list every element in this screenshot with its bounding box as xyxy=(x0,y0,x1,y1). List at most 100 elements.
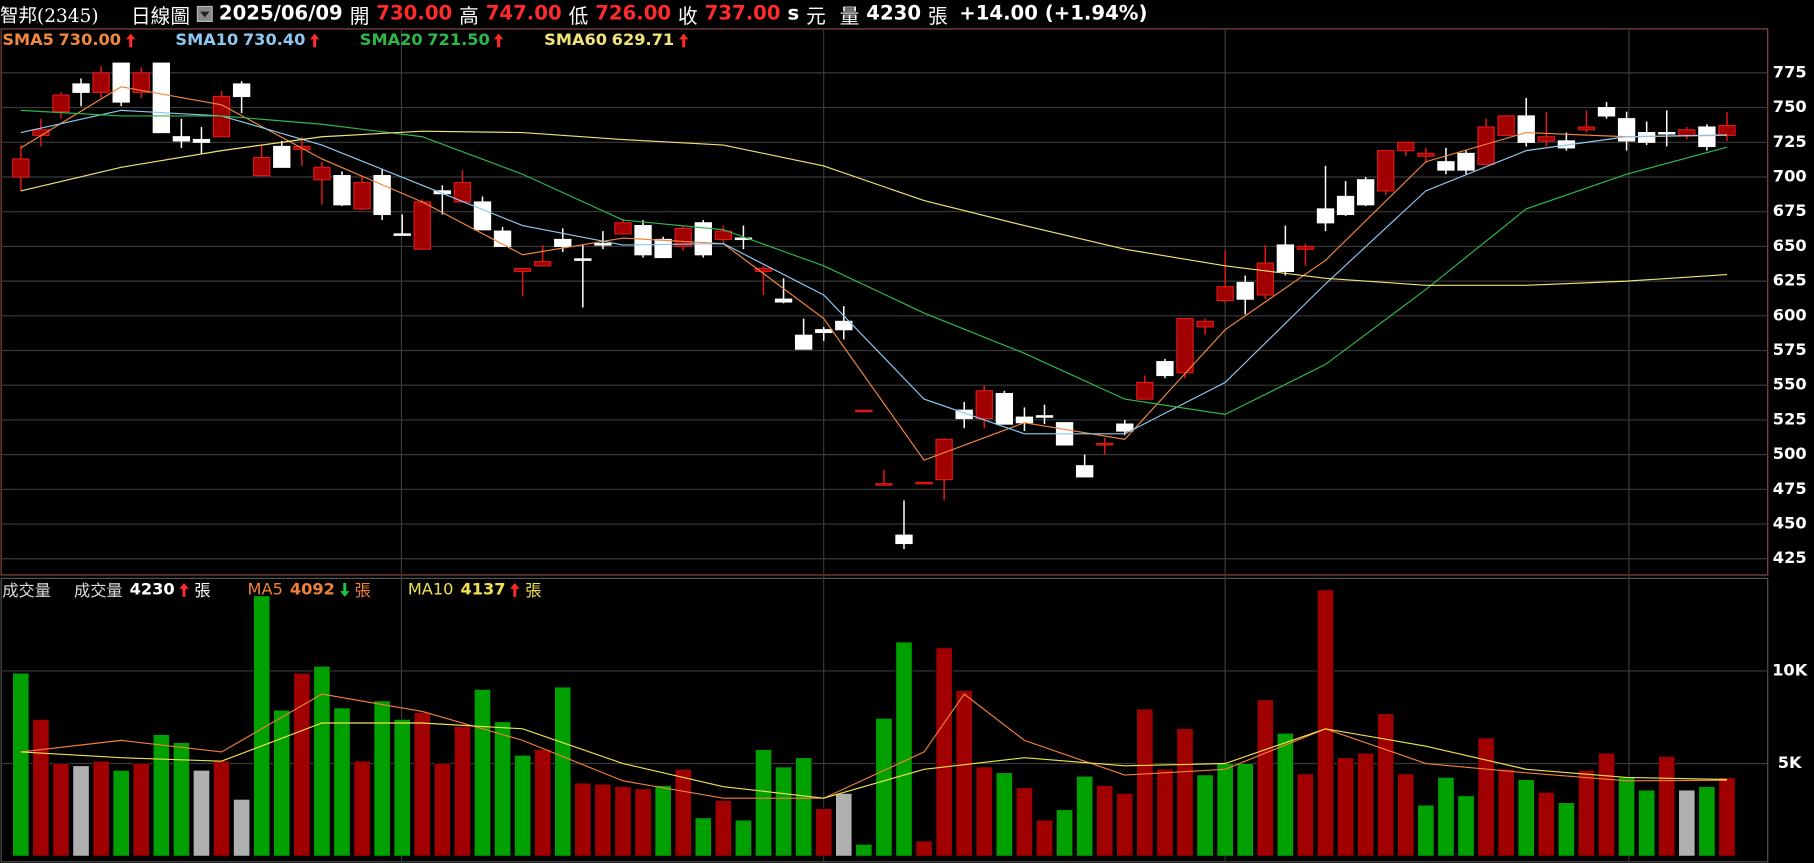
legend-unit: 張 xyxy=(354,581,371,601)
candle-body xyxy=(935,438,953,481)
volume-bar xyxy=(1256,699,1274,857)
candle-body xyxy=(413,201,431,250)
candle-body xyxy=(192,138,211,143)
volume-bar xyxy=(1156,768,1174,857)
volume-bar xyxy=(674,768,692,857)
legend-item: SMA20 721.50 xyxy=(360,31,510,50)
volume-bar xyxy=(654,785,672,857)
candle-body xyxy=(1517,115,1535,143)
trend-arrow xyxy=(179,583,189,597)
candle-body xyxy=(473,201,492,231)
candle-body xyxy=(1336,195,1355,216)
close-value: 737.00 xyxy=(704,2,781,26)
low-value: 726.00 xyxy=(595,2,672,26)
volume-bar xyxy=(1417,804,1435,857)
volume-bar xyxy=(273,709,291,857)
volume-bar xyxy=(454,726,471,857)
volume-bar xyxy=(193,770,210,857)
y-tick-label: 625 xyxy=(1773,271,1807,290)
volume-bar xyxy=(433,763,451,857)
legend-name: SMA5 xyxy=(2,31,54,50)
candle-body xyxy=(714,230,733,241)
candle-body xyxy=(1196,320,1214,328)
volume-bar xyxy=(1056,809,1073,857)
legend-value: 4137 xyxy=(460,580,506,600)
volume-bar xyxy=(1397,773,1415,857)
volume-bar xyxy=(1276,733,1294,857)
trend-arrow xyxy=(125,33,135,48)
legend-item: MA5 4092 張 xyxy=(248,578,376,601)
candle-body xyxy=(835,320,853,331)
volume-bar xyxy=(1216,763,1234,857)
candle-body xyxy=(1296,245,1315,250)
ma-line xyxy=(20,109,1728,415)
candle-body xyxy=(333,175,351,206)
volume-bar xyxy=(413,712,431,857)
candle-body xyxy=(373,175,391,216)
candle-body xyxy=(1397,141,1415,152)
volume-bar xyxy=(1658,756,1676,857)
dropdown-icon[interactable] xyxy=(196,5,214,22)
open-label: 開 xyxy=(349,5,370,29)
volume-bar xyxy=(233,799,251,857)
candle-body xyxy=(1356,179,1375,206)
y-tick-label: 425 xyxy=(1773,548,1807,567)
volume-bar xyxy=(1196,774,1214,857)
y-tick-label: 700 xyxy=(1773,166,1807,185)
volume-bar xyxy=(795,757,813,857)
candle-body xyxy=(152,62,171,134)
period-lines xyxy=(400,28,1630,862)
volume-bar xyxy=(253,595,271,857)
volume-bar xyxy=(634,788,652,857)
candle-body xyxy=(1678,129,1696,136)
volume-bar xyxy=(574,782,592,857)
volume-bar xyxy=(1578,770,1595,857)
volume-bar xyxy=(714,800,732,857)
volume-bar xyxy=(1618,777,1635,857)
candle-body xyxy=(273,145,291,168)
candle-body xyxy=(1718,125,1736,136)
volume-bar xyxy=(1357,752,1375,857)
volume-bar xyxy=(1317,589,1334,857)
volume-bar xyxy=(373,700,391,857)
volume-bar xyxy=(1377,713,1395,857)
volume-panel xyxy=(0,577,1769,863)
y-tick-label: 725 xyxy=(1773,132,1807,151)
candle-body xyxy=(1216,286,1234,302)
legend-value: 629.71 xyxy=(611,31,675,50)
candle-body xyxy=(1577,126,1596,131)
candle-body xyxy=(955,409,973,420)
candle-body xyxy=(554,238,572,247)
candle-body xyxy=(694,222,712,256)
y-tick-label: 575 xyxy=(1773,340,1807,359)
volume-bar xyxy=(474,689,491,857)
candle-body xyxy=(112,62,130,103)
candle-body xyxy=(172,136,191,142)
period: 日線圖 xyxy=(130,5,190,29)
volume-bar xyxy=(1297,773,1314,857)
candle-body xyxy=(1457,152,1475,171)
y-tick-label: 600 xyxy=(1773,305,1807,324)
candle-body xyxy=(1658,131,1676,135)
legend-item: SMA5 730.00 xyxy=(2,31,140,50)
candle-body xyxy=(895,534,913,545)
volume-bar xyxy=(92,760,110,857)
legend-name: MA5 xyxy=(247,580,283,600)
candle-body xyxy=(1256,262,1274,296)
volume-bar xyxy=(995,772,1013,857)
candle-body xyxy=(1377,150,1395,192)
candle-body xyxy=(1637,131,1656,143)
change: +14.00 (+1.94%) xyxy=(959,2,1148,26)
volume-bar xyxy=(494,721,511,857)
volume-bar xyxy=(1718,777,1736,857)
volume-bar xyxy=(534,749,552,857)
legend-name: MA10 xyxy=(407,580,454,600)
y-tick-label: 475 xyxy=(1773,479,1807,498)
candle-body xyxy=(232,83,251,98)
volume-bar xyxy=(1598,752,1615,857)
trend-arrow xyxy=(510,583,520,597)
volume-ma-line xyxy=(20,722,1727,799)
candle-body xyxy=(1035,415,1054,418)
candle-body xyxy=(774,298,793,303)
y-tick-label: 650 xyxy=(1773,236,1807,255)
